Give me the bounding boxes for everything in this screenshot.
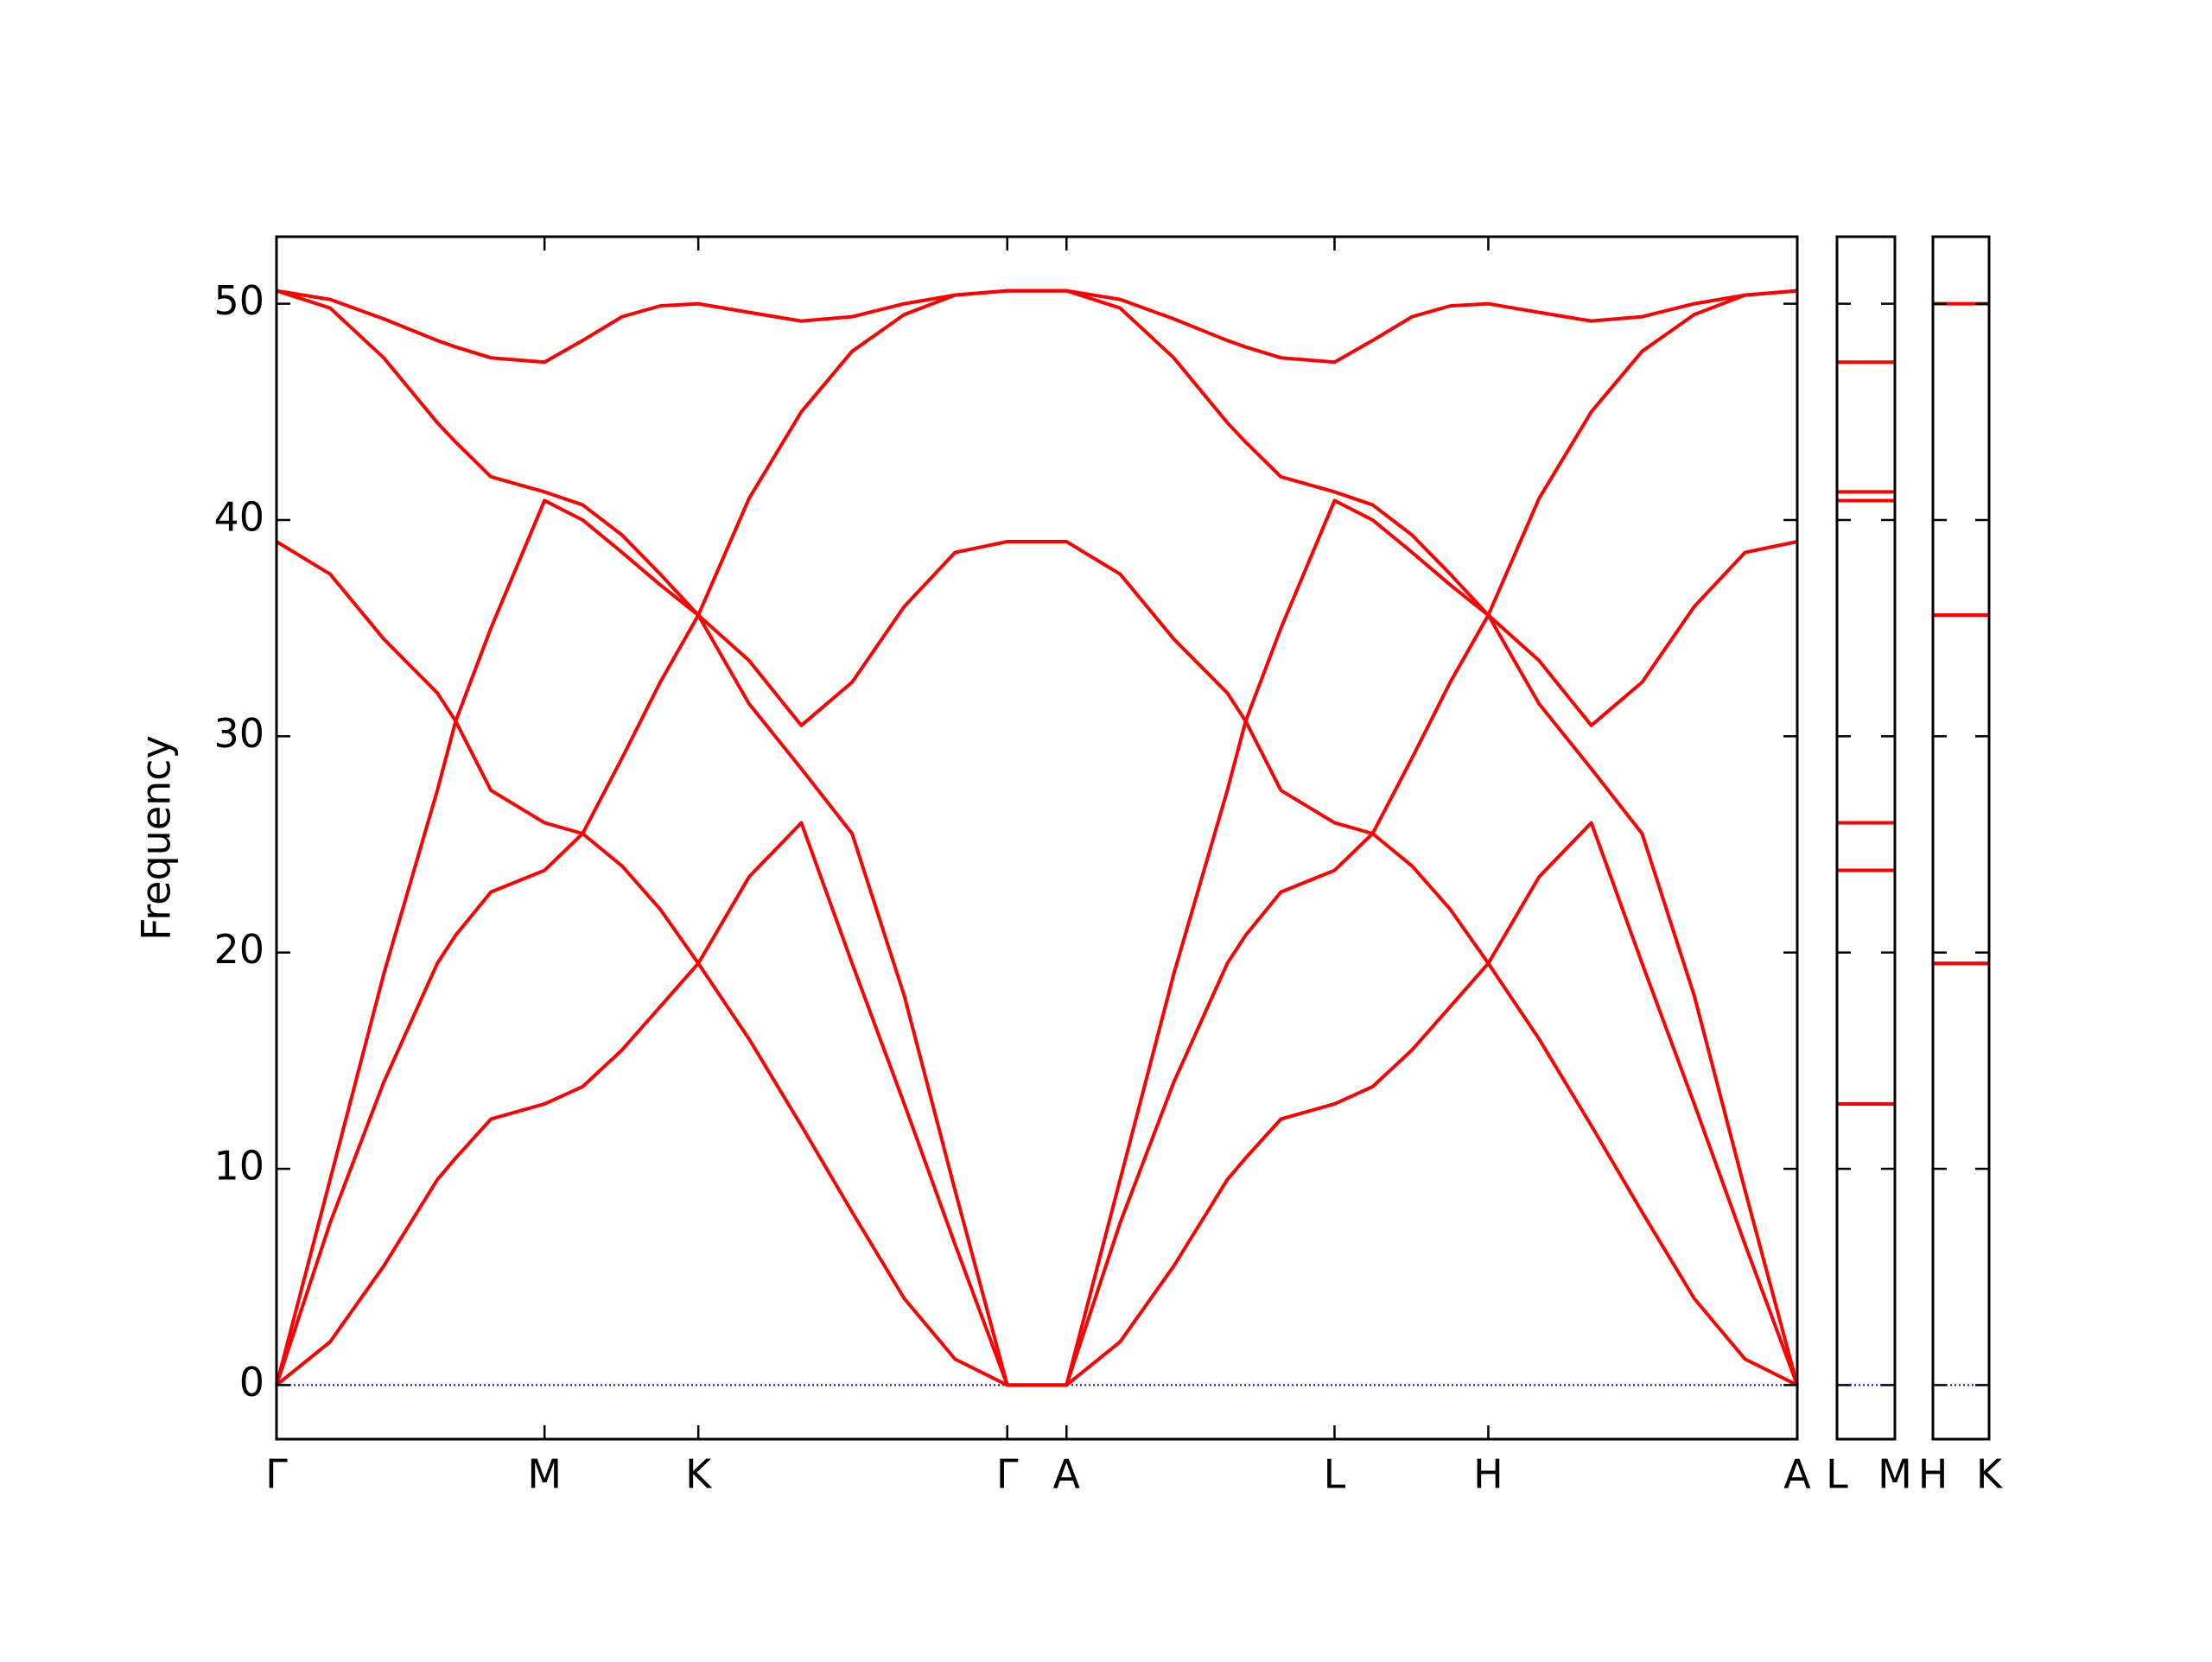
y-tick-label: 40: [213, 493, 264, 540]
x-tick-label: L: [1324, 1451, 1346, 1498]
x-tick-label: A: [1053, 1451, 1081, 1498]
x-tick-label: L: [1826, 1451, 1848, 1498]
x-tick-label: H: [1918, 1451, 1948, 1498]
band-line: [275, 613, 1799, 1387]
y-tick-label: 30: [213, 710, 264, 757]
x-tick-label: K: [685, 1451, 713, 1498]
band-line: [276, 289, 1798, 365]
x-tick-label: Γ: [265, 1451, 288, 1498]
band-line: [276, 289, 1798, 618]
x-tick-label: K: [1976, 1451, 2004, 1498]
plot-frame: [1931, 235, 1991, 1441]
y-axis-label: Frequency: [133, 735, 180, 941]
y-tick-label: 10: [213, 1143, 264, 1189]
x-tick-label: M: [1878, 1451, 1912, 1498]
y-tick-label: 0: [239, 1359, 264, 1405]
x-tick-label: H: [1473, 1451, 1503, 1498]
x-tick-label: M: [527, 1451, 562, 1498]
plot-frame: [275, 235, 1799, 1441]
plot-frame: [1835, 235, 1897, 1441]
band-line: [275, 961, 1798, 1387]
y-tick-label: 20: [213, 926, 264, 973]
y-tick-label: 50: [213, 277, 264, 324]
x-tick-label: Γ: [996, 1451, 1019, 1498]
x-tick-label: A: [1783, 1451, 1811, 1498]
band-line: [275, 498, 1798, 727]
band-line: [275, 821, 1799, 1387]
